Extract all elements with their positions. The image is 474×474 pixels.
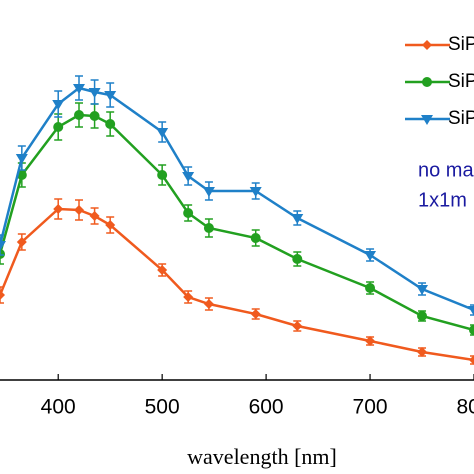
data-point bbox=[469, 355, 474, 365]
data-point bbox=[203, 223, 214, 233]
annotation: no ma bbox=[418, 159, 474, 181]
data-point bbox=[53, 204, 64, 214]
data-point bbox=[89, 211, 100, 221]
data-point bbox=[74, 205, 84, 215]
data-point bbox=[0, 290, 5, 300]
data-point bbox=[183, 208, 194, 218]
data-point bbox=[157, 170, 168, 180]
legend-marker bbox=[421, 115, 433, 125]
series-line bbox=[0, 113, 474, 332]
series-line bbox=[0, 86, 474, 312]
data-point bbox=[203, 299, 214, 309]
data-point bbox=[53, 122, 64, 132]
data-point bbox=[16, 237, 27, 247]
data-point bbox=[365, 283, 376, 293]
data-point bbox=[249, 187, 262, 197]
annotation: 1x1m bbox=[418, 189, 467, 211]
data-point bbox=[104, 91, 117, 101]
series-line bbox=[0, 207, 474, 362]
data-point bbox=[416, 285, 429, 295]
data-point bbox=[0, 241, 6, 251]
data-point bbox=[417, 347, 428, 357]
legend-marker bbox=[422, 40, 432, 50]
data-point bbox=[0, 249, 5, 259]
data-point bbox=[182, 172, 195, 182]
data-point bbox=[364, 251, 377, 261]
legend-label: SiP bbox=[448, 34, 474, 55]
data-point bbox=[417, 311, 428, 321]
data-point bbox=[469, 325, 474, 335]
data-point bbox=[291, 214, 304, 224]
data-point bbox=[74, 110, 84, 120]
data-point bbox=[183, 292, 194, 302]
data-point bbox=[105, 220, 116, 230]
data-point bbox=[52, 100, 65, 110]
x-tick-label: 600 bbox=[249, 396, 284, 419]
data-point bbox=[73, 84, 85, 94]
data-point bbox=[157, 265, 168, 275]
data-point bbox=[292, 254, 303, 264]
legend-label: SiP bbox=[448, 108, 474, 129]
data-point bbox=[15, 154, 28, 164]
x-tick-label: 800 bbox=[456, 396, 474, 419]
data-point bbox=[292, 321, 303, 331]
data-point bbox=[250, 233, 261, 243]
data-point bbox=[156, 128, 169, 138]
data-point bbox=[105, 119, 116, 129]
data-point bbox=[365, 336, 376, 346]
x-tick-label: 500 bbox=[145, 396, 180, 419]
legend-label: SiP bbox=[448, 71, 474, 92]
data-point bbox=[468, 306, 474, 316]
x-tick-label: 700 bbox=[353, 396, 388, 419]
data-point bbox=[202, 187, 215, 197]
data-point bbox=[250, 309, 261, 319]
data-point bbox=[88, 88, 101, 98]
x-tick-label: 400 bbox=[41, 396, 76, 419]
legend-marker bbox=[422, 77, 432, 87]
x-axis-label: wavelength [nm] bbox=[187, 444, 337, 469]
data-point bbox=[89, 111, 100, 121]
